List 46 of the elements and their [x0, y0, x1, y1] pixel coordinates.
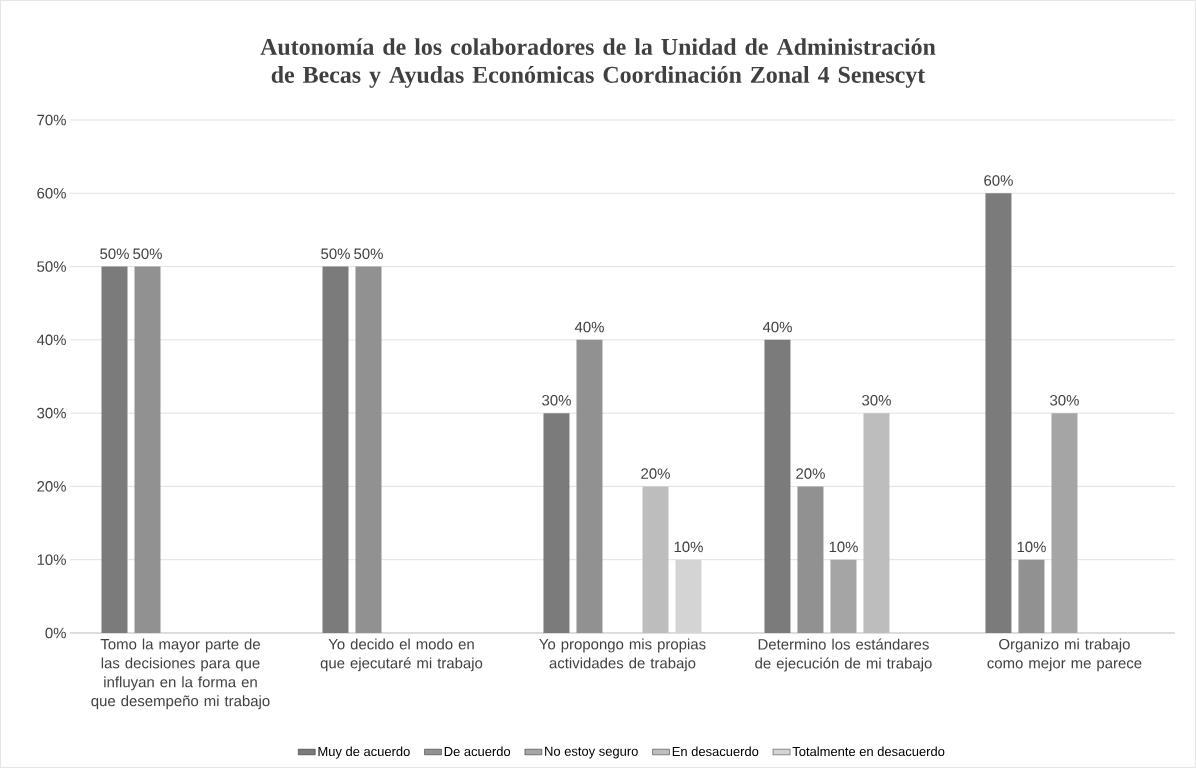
data-label: 30%: [862, 395, 891, 406]
data-label: 10%: [1017, 541, 1046, 553]
bar: [797, 486, 824, 633]
bar: [101, 266, 128, 633]
x-tick-label: Determino los estándares de ejecución de mi trabajo: [755, 638, 932, 672]
x-tick-label: Yo propongo mis propias actividades de trabajo: [539, 638, 706, 672]
data-label: 40%: [762, 321, 792, 333]
y-tick-label: 10%: [37, 554, 66, 565]
x-tick-label: Yo decido el modo en que ejecutaré mi trabajo: [320, 638, 483, 672]
bar: [355, 266, 382, 633]
bar: [1018, 559, 1045, 633]
data-label: 30%: [1050, 395, 1079, 406]
bar: [764, 339, 791, 633]
y-tick-label: 60%: [37, 187, 66, 199]
y-tick-label: 50%: [37, 261, 66, 272]
data-label: 40%: [574, 321, 604, 333]
data-label: 50%: [321, 248, 350, 260]
data-label: 50%: [354, 248, 383, 260]
legend-label: En desacuerdo: [672, 746, 759, 757]
legend-label: Totalmente en desacuerdo: [792, 746, 945, 757]
legend-label: De acuerdo: [444, 746, 511, 757]
data-label: 10%: [674, 541, 703, 553]
data-label: 30%: [542, 395, 571, 406]
data-label: 60%: [984, 175, 1013, 186]
legend-label: Muy de acuerdo: [318, 746, 410, 759]
y-tick-label: 30%: [37, 407, 66, 419]
bar: [1051, 413, 1078, 633]
y-tick-label: 70%: [37, 114, 66, 126]
data-label: 50%: [100, 248, 129, 260]
bar: [830, 559, 857, 633]
data-label: 20%: [641, 468, 670, 479]
x-tick-label: Tomo la mayor parte de las decisiones para que influyan en la forma en que desempeño mi trabajo: [91, 638, 270, 710]
y-tick-label: 40%: [36, 334, 66, 346]
bar: [985, 193, 1012, 633]
bar: [543, 413, 570, 633]
data-label: 20%: [796, 468, 825, 479]
x-tick-label: Organizo mi trabajo como mejor me parece: [987, 638, 1142, 672]
y-tick-label: 20%: [37, 481, 66, 492]
legend-label: No estoy seguro: [545, 746, 638, 759]
bar: [134, 266, 161, 633]
data-label: 50%: [133, 248, 162, 260]
bar: [576, 339, 603, 633]
chart-title: Autonomía de los colaboradores de la Unidad de Administración de Becas y Ayudas Económicas Coordinación Zonal 4 Senescyt: [260, 38, 936, 88]
y-tick-label: 0%: [45, 627, 66, 639]
data-label: 10%: [829, 541, 858, 553]
bar: [322, 266, 349, 633]
